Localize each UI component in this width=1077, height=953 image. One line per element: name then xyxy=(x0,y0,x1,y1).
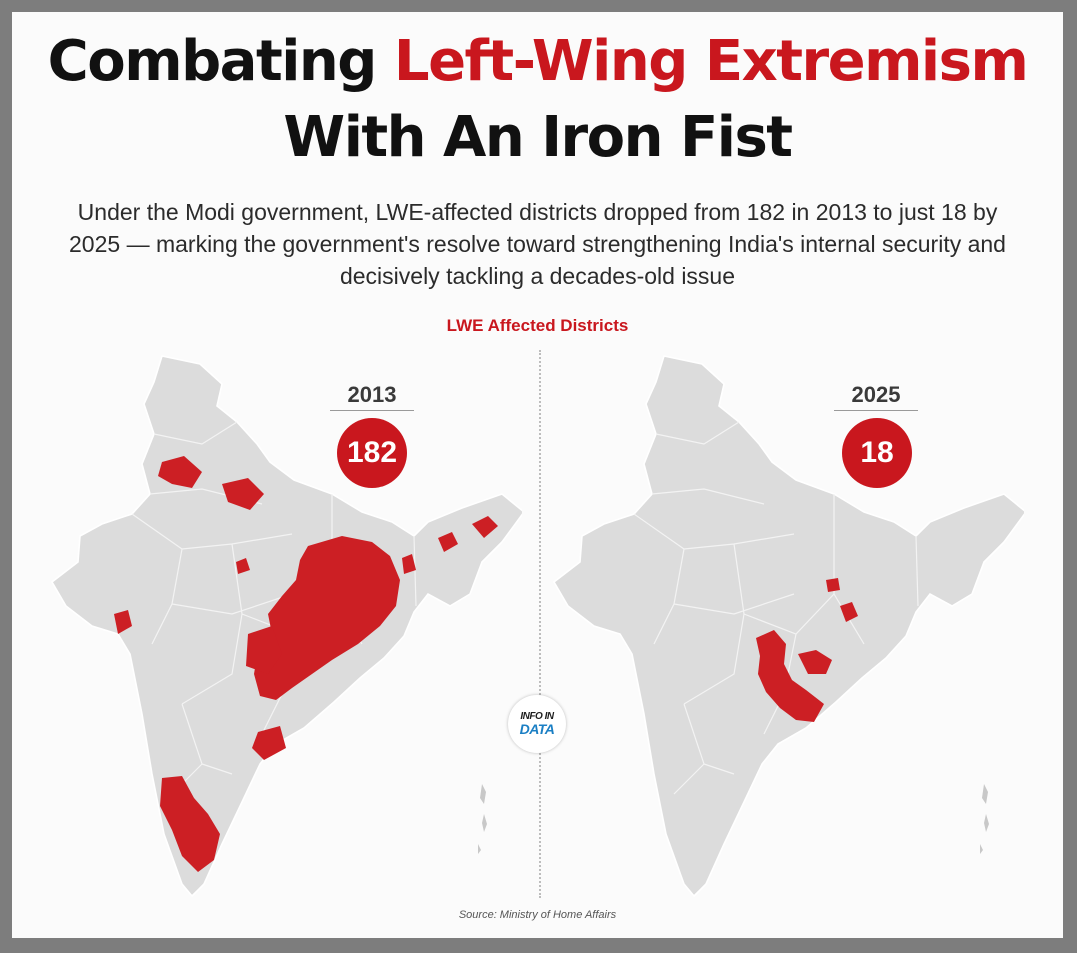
source-note: Source: Ministry of Home Affairs xyxy=(458,909,617,921)
title-prefix: Combating xyxy=(47,29,394,94)
title-line-2: With An Iron Fist xyxy=(283,105,793,170)
count-badge-2025: 18 xyxy=(842,418,912,488)
india-map-2013 xyxy=(50,355,526,898)
subtitle: Under the Modi government, LWE-affected … xyxy=(69,199,1006,289)
year-label-2013: 2013 xyxy=(347,382,397,407)
divider xyxy=(539,350,541,898)
title-line-1: Combating Left-Wing Extremism xyxy=(12,34,1063,90)
india-map-2025 xyxy=(552,355,1028,898)
section-label: LWE Affected Districts xyxy=(446,316,629,335)
title-accent: Left-Wing Extremism xyxy=(393,29,1029,94)
affected-regions-2025 xyxy=(756,578,858,722)
map-2013: 2013 182 xyxy=(32,344,526,904)
infographic: Combating Left-Wing Extremism With An Ir… xyxy=(12,12,1063,938)
info-in-data-logo: INFO IN DATA xyxy=(508,695,566,753)
affected-regions-2013 xyxy=(114,456,498,872)
map-2025: 2025 18 xyxy=(534,344,1028,904)
year-label-2025: 2025 xyxy=(851,382,901,407)
year-underline-2025 xyxy=(834,410,918,411)
india-outline xyxy=(552,355,1028,898)
logo-line-2: DATA xyxy=(519,721,555,737)
logo-line-1: INFO IN xyxy=(520,711,554,722)
andaman-islands xyxy=(478,784,487,854)
andaman-islands xyxy=(980,784,989,854)
year-underline-2013 xyxy=(330,410,414,411)
count-badge-2013: 182 xyxy=(337,418,407,488)
